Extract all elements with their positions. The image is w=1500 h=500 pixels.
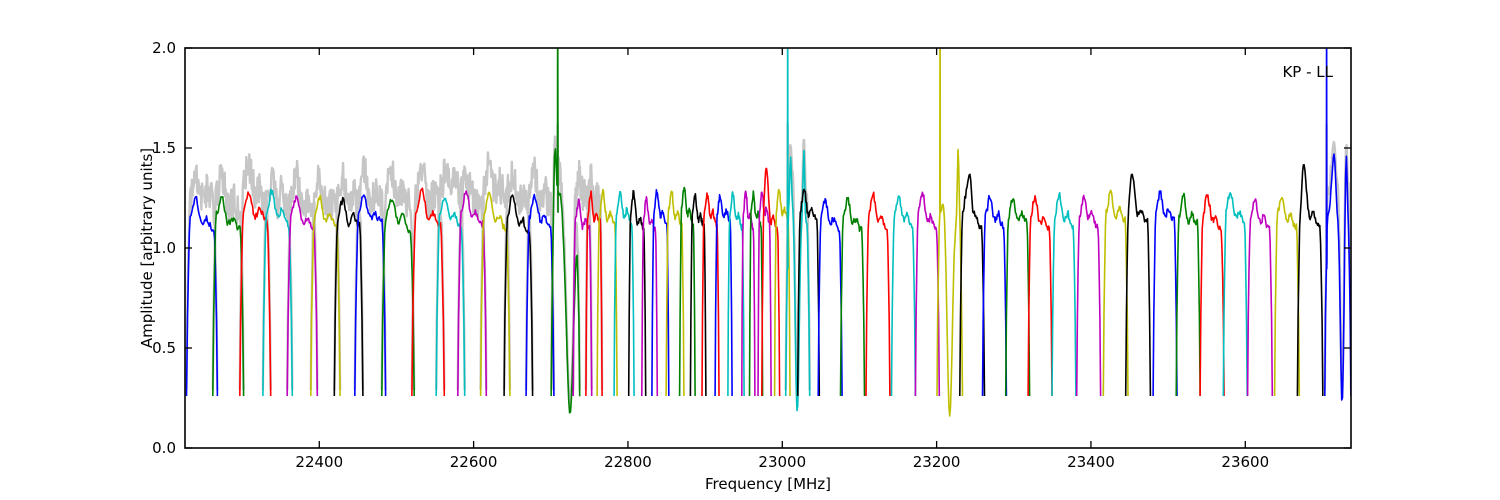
corner-annotation: KP - LL xyxy=(1282,63,1333,81)
spectral-window-m xyxy=(914,191,941,397)
gray-reference-trace xyxy=(456,165,488,391)
spectral-window-m xyxy=(1075,194,1102,397)
axis-ticks xyxy=(185,47,1351,449)
spectral-window-g xyxy=(839,196,866,397)
gray-reference-trace xyxy=(309,164,342,391)
spectral-window-c xyxy=(784,48,811,412)
spectral-window-b xyxy=(525,193,555,397)
gray-reference-trace xyxy=(380,160,416,391)
spectrum-traces xyxy=(185,48,1351,417)
x-tick-label: 22800 xyxy=(604,453,652,471)
spectral-window-k xyxy=(796,188,821,397)
gray-reference-trace xyxy=(524,156,556,391)
y-tick-label: 2.0 xyxy=(152,39,176,57)
spectral-window-y xyxy=(1273,196,1301,397)
y-tick-label: 1.5 xyxy=(152,139,176,157)
x-tick-label: 22600 xyxy=(450,453,498,471)
x-tick-label: 23600 xyxy=(1221,453,1269,471)
spectral-window-m xyxy=(1246,198,1274,397)
spectral-window-c xyxy=(262,188,294,397)
spectral-window-y xyxy=(1102,189,1129,397)
spectral-window-g xyxy=(381,198,415,397)
spectral-window-k xyxy=(1296,164,1324,397)
y-tick-label: 0.5 xyxy=(152,339,176,357)
y-tick-label: 0.0 xyxy=(152,439,176,457)
spectral-window-b xyxy=(1324,48,1351,401)
spectral-window-g xyxy=(1175,192,1201,397)
spectral-window-m xyxy=(457,190,488,397)
spectral-window-g xyxy=(748,190,764,397)
axis-tick-labels: 22400 22600 22800 23000 23200 23400 23600 0.0 0.… xyxy=(152,39,1269,471)
spectral-window-c xyxy=(1222,192,1248,397)
spectral-window-b xyxy=(651,189,670,397)
spectral-window-g xyxy=(1004,198,1031,397)
spectral-window-c xyxy=(727,191,745,397)
spectral-window-r xyxy=(865,191,891,397)
x-axis-label: Frequency [MHz] xyxy=(705,475,831,493)
y-axis-label: Amplitude [arbitrary units] xyxy=(138,148,156,348)
spectral-window-c xyxy=(1051,192,1077,397)
spectral-window-c xyxy=(890,195,917,397)
gray-reference-trace xyxy=(584,163,604,391)
spectral-window-r xyxy=(1027,195,1053,397)
spectral-window-b xyxy=(817,198,843,397)
spectral-window-g xyxy=(212,196,245,397)
x-tick-label: 23400 xyxy=(1067,453,1115,471)
gray-reference-trace xyxy=(185,164,219,391)
spectral-window-b xyxy=(981,194,1008,397)
spectral-window-m xyxy=(286,195,319,397)
spectral-window-k xyxy=(959,173,986,397)
spectral-window-b xyxy=(185,195,219,397)
y-tick-label: 1.0 xyxy=(152,239,176,257)
spectral-window-m xyxy=(641,196,659,397)
x-tick-label: 23200 xyxy=(913,453,961,471)
spectral-window-y xyxy=(310,194,341,397)
gray-reference-trace xyxy=(211,164,245,391)
x-tick-label: 22400 xyxy=(295,453,343,471)
spectral-window-m xyxy=(757,191,772,397)
spectral-window-m xyxy=(572,198,593,397)
gray-reference-trace xyxy=(479,151,512,391)
spectral-window-m xyxy=(741,190,756,397)
gray-reference-trace xyxy=(261,166,294,391)
spectral-window-r xyxy=(1199,194,1225,397)
spectral-window-y xyxy=(936,48,964,417)
spectral-window-k xyxy=(1124,173,1152,397)
spectral-window-b xyxy=(354,194,387,397)
spectral-window-y xyxy=(596,188,618,397)
gray-reference-trace xyxy=(1323,122,1351,395)
spectral-window-b xyxy=(1152,190,1178,397)
x-tick-label: 23000 xyxy=(758,453,806,471)
spectral-window-y xyxy=(479,191,511,397)
